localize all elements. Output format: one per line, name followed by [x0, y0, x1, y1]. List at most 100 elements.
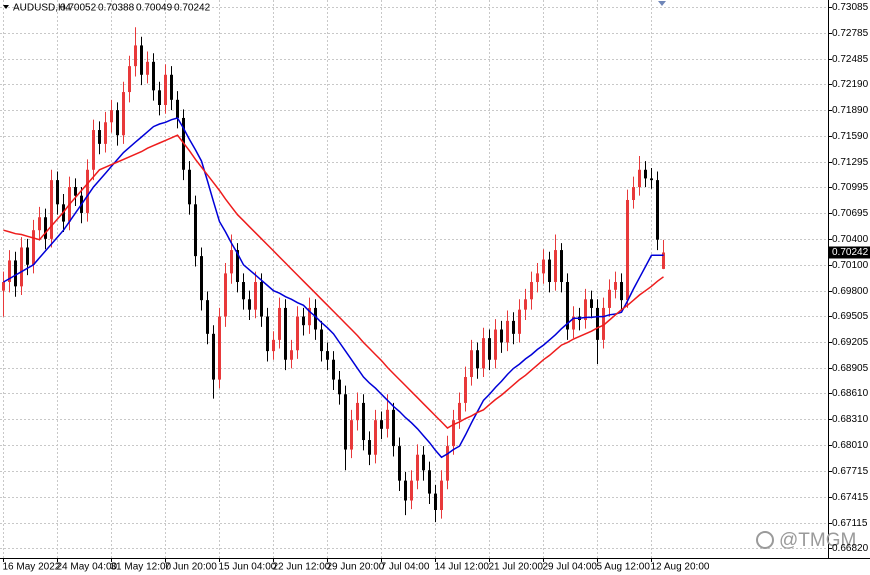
candle-body	[362, 402, 365, 441]
candle-body	[272, 339, 275, 352]
y-tick-label: 0.66820	[832, 543, 869, 554]
candle-body	[536, 273, 539, 283]
y-tick-label: 0.72190	[832, 79, 869, 90]
candle-body	[452, 420, 455, 447]
x-tick-label: 21 Jul 20:00	[489, 562, 544, 573]
x-tick-label: 29 Jun 20:00	[327, 562, 385, 573]
candle-body	[176, 99, 179, 118]
candle-body	[212, 333, 215, 380]
candle-body	[284, 307, 287, 360]
marks-layer	[2, 27, 665, 523]
candle-body	[356, 402, 359, 421]
candle-body	[542, 259, 545, 274]
header-open: 0.70052	[60, 3, 97, 14]
candle-body	[434, 493, 437, 510]
y-tick-label: 0.72485	[832, 54, 869, 65]
x-tick-label: 16 May 2022	[3, 562, 61, 573]
y-tick-label: 0.68905	[832, 363, 869, 374]
candle-body	[164, 74, 167, 106]
candle-body	[482, 338, 485, 369]
y-tick-label: 0.70100	[832, 260, 869, 271]
y-tick-label: 0.69505	[832, 311, 869, 322]
candle-body	[86, 169, 89, 213]
candle-body	[98, 130, 101, 144]
y-tick-label: 0.72785	[832, 28, 869, 39]
watermark-logo	[756, 531, 774, 549]
candle-body	[146, 61, 149, 75]
candle-body	[134, 45, 137, 67]
candle-body	[2, 282, 5, 291]
candle-body	[380, 420, 383, 429]
current-price-box	[829, 246, 870, 259]
x-tick-label: 29 Jul 04:00	[543, 562, 598, 573]
candle-body	[230, 250, 233, 274]
candle-body	[50, 180, 53, 239]
watermark-group: @TMGM	[756, 530, 856, 551]
candle-body	[398, 446, 401, 481]
y-tick-label: 0.68010	[832, 440, 869, 451]
candle-body	[626, 199, 629, 301]
shift-marker	[658, 1, 666, 6]
candle-body	[290, 350, 293, 360]
x-tick-label: 5 Aug 12:00	[597, 562, 651, 573]
candle-body	[416, 454, 419, 481]
candle-body	[320, 329, 323, 352]
candle-body	[368, 440, 371, 455]
y-tick-label: 0.67115	[832, 518, 868, 529]
candle-body	[332, 359, 335, 380]
candle-body	[140, 45, 143, 75]
candle-body	[590, 299, 593, 308]
candle-body	[236, 250, 239, 283]
candle-body	[512, 320, 515, 334]
candle-body	[266, 316, 269, 352]
candle-body	[428, 470, 431, 494]
candle-body	[620, 282, 623, 301]
candle-body	[254, 282, 257, 310]
candle-body	[608, 289, 611, 308]
y-tick-label: 0.69205	[832, 337, 869, 348]
candle-body	[308, 307, 311, 326]
header-close: 0.70242	[174, 3, 211, 14]
candle-body	[128, 66, 131, 93]
candle-body	[602, 307, 605, 340]
watermark: @TMGM	[779, 530, 856, 551]
candle-body	[278, 307, 281, 340]
candle-body	[44, 217, 47, 239]
x-tick-label: 14 Jul 12:00	[435, 562, 490, 573]
candle-body	[584, 299, 587, 321]
y-tick-label: 0.70695	[832, 208, 869, 219]
candle-body	[410, 480, 413, 501]
candle-body	[506, 320, 509, 343]
candle-body	[530, 282, 533, 300]
candle-body	[170, 74, 173, 100]
current-price-label: 0.70242	[832, 247, 869, 258]
candle-body	[488, 338, 491, 360]
candle-body	[194, 204, 197, 257]
candle-body	[614, 282, 617, 290]
x-tick-label: 7 Jul 04:00	[381, 562, 430, 573]
candle-body	[74, 187, 77, 196]
candle-body	[350, 420, 353, 450]
candle-body	[32, 230, 35, 265]
candle-body	[476, 350, 479, 369]
candle-body	[404, 480, 407, 501]
x-tick-label: 7 Jun 20:00	[165, 562, 218, 573]
candle-body	[56, 180, 59, 205]
header-high: 0.70388	[98, 3, 135, 14]
candle-body	[524, 299, 527, 310]
candle-body	[242, 282, 245, 300]
candle-body	[656, 180, 659, 240]
candle-body	[422, 454, 425, 471]
y-tick-label: 0.71590	[832, 131, 869, 142]
candle-body	[572, 316, 575, 330]
candle-body	[566, 282, 569, 330]
candle-body	[14, 260, 17, 287]
candle-body	[650, 178, 653, 181]
candle-body	[344, 394, 347, 450]
candle-body	[260, 282, 263, 317]
y-tick-label: 0.69800	[832, 286, 869, 297]
candle-body	[494, 329, 497, 360]
